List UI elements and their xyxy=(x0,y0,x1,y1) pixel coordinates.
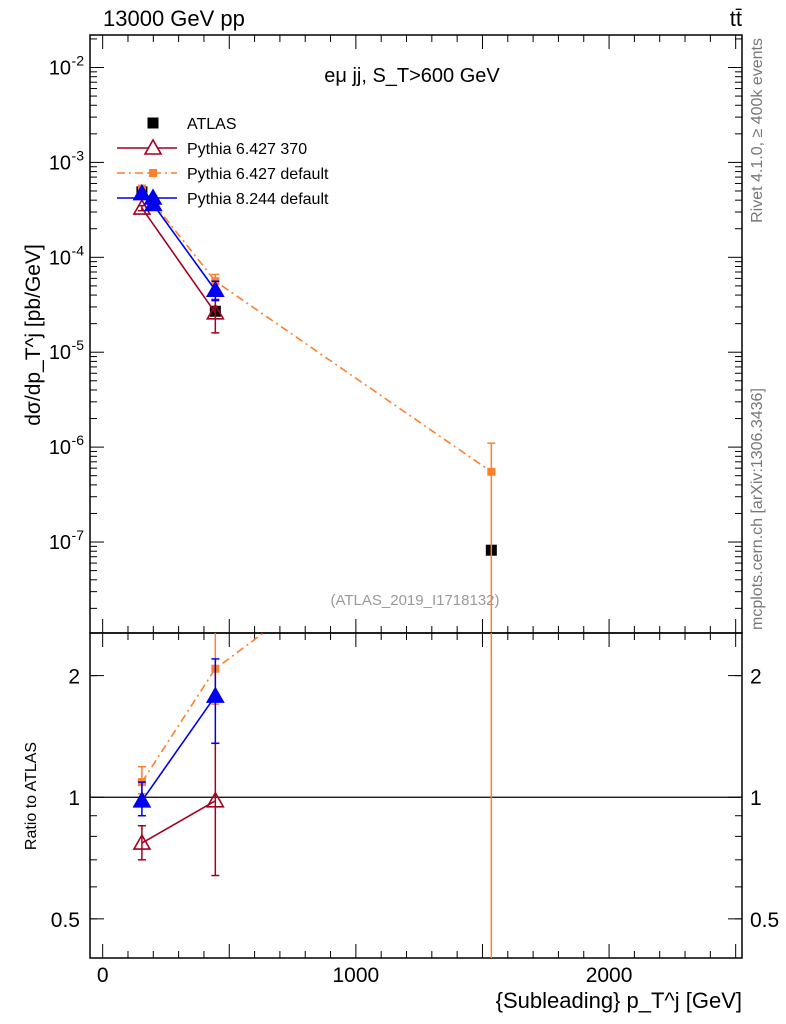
main-ylabel: dσ/dp_T^j [pb/GeV] xyxy=(22,244,45,426)
ytick-label-right: 2 xyxy=(750,666,762,689)
legend-marker xyxy=(147,117,159,129)
data-point xyxy=(205,791,225,808)
xtick-label: 1000 xyxy=(333,964,380,987)
ytick-exponent: -4 xyxy=(72,242,85,258)
ytick-label-right: 1 xyxy=(750,787,762,810)
data-point xyxy=(132,183,152,201)
data-point xyxy=(205,280,225,298)
ytick-label: 10^ -5 xyxy=(49,337,84,364)
legend-label: ATLAS xyxy=(187,116,237,133)
ytick-label: 10^ -6 xyxy=(49,432,84,459)
series-line xyxy=(141,188,492,473)
ytick-label: 10^ -4 xyxy=(49,242,84,269)
panel-frame-1 xyxy=(89,632,743,959)
series-line xyxy=(141,633,264,783)
legend-label: Pythia 6.427 default xyxy=(187,166,329,183)
ytick-label-right: 0.5 xyxy=(750,909,779,932)
ytick-base: 10 xyxy=(49,342,71,364)
legend-marker xyxy=(143,188,163,205)
ytick-label: 1 xyxy=(68,787,80,810)
data-point xyxy=(132,833,152,850)
ytick-exponent: -2 xyxy=(72,52,85,68)
ytick-caret: ^ xyxy=(71,167,72,170)
legend-label: Pythia 6.427 370 xyxy=(187,141,307,158)
ytick-base: 10 xyxy=(49,437,71,459)
main-title: eμ jj, S_T>600 GeV xyxy=(324,65,500,87)
ytick-caret: ^ xyxy=(71,452,72,455)
xtick-label: 2000 xyxy=(586,964,633,987)
analysis-id: (ATLAS_2019_I1718132) xyxy=(330,592,499,609)
data-point xyxy=(205,303,225,320)
ytick-label: 10^ -3 xyxy=(49,147,84,174)
ytick-base: 10 xyxy=(49,247,71,269)
ytick-base: 10 xyxy=(49,57,71,79)
rivet-label: Rivet 4.1.0, ≥ 400k events xyxy=(749,38,766,223)
ytick-label: 2 xyxy=(68,666,80,689)
data-point xyxy=(132,791,152,808)
header-energy: 13000 GeV pp xyxy=(103,6,245,31)
ytick-caret: ^ xyxy=(71,547,72,550)
legend-label: Pythia 8.244 default xyxy=(187,191,329,208)
data-point xyxy=(487,467,496,476)
data-point xyxy=(205,686,225,703)
ytick-exponent: -6 xyxy=(72,432,85,448)
ytick-caret: ^ xyxy=(71,262,72,265)
ytick-label: 10^ -7 xyxy=(49,527,84,554)
legend-marker xyxy=(143,138,163,155)
series-line xyxy=(141,695,216,802)
series-line xyxy=(141,800,216,844)
ytick-exponent: -5 xyxy=(72,337,85,353)
ytick-exponent: -7 xyxy=(72,527,85,543)
ratio-ylabel: Ratio to ATLAS xyxy=(23,742,40,850)
xtick-label: 0 xyxy=(97,964,109,987)
header-process: tt̄ xyxy=(730,6,742,31)
ytick-caret: ^ xyxy=(71,72,72,75)
ytick-label: 10^ -2 xyxy=(49,52,84,79)
xlabel: {Subleading} p_T^j [GeV] xyxy=(496,988,742,1013)
data-point xyxy=(132,198,152,215)
series-group xyxy=(132,633,493,958)
series-group xyxy=(132,183,497,633)
ytick-label: 0.5 xyxy=(51,909,80,932)
ytick-caret: ^ xyxy=(71,357,72,360)
ytick-base: 10 xyxy=(49,532,71,554)
legend-marker xyxy=(149,169,157,177)
ytick-base: 10 xyxy=(49,152,71,174)
mcplots-label: mcplots.cern.ch [arXiv:1306.3436] xyxy=(749,388,766,630)
ytick-exponent: -3 xyxy=(72,147,85,163)
series-line xyxy=(141,207,216,314)
